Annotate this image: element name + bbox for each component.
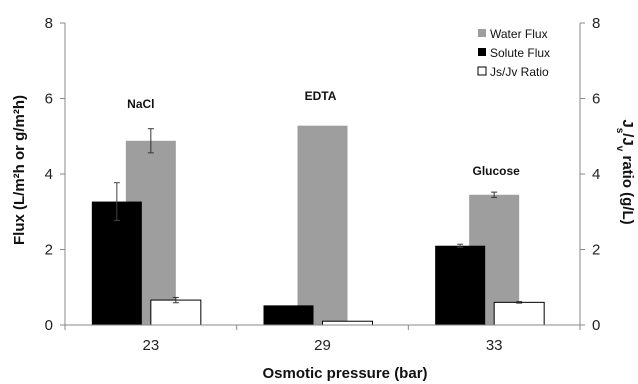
x-axis-title: Osmotic pressure (bar) (262, 365, 427, 382)
y-axis-left-title: Flux (L/m²h or g/m²h) (11, 95, 28, 245)
y-axis-right-title: Js/Jv ratio (g/L) (615, 119, 637, 224)
x-tick-label: 29 (314, 337, 331, 354)
bar-js-jv-ratio (493, 301, 545, 326)
legend-label: Js/Jv Ratio (490, 65, 549, 79)
y-left-tick-label: 0 (45, 317, 53, 334)
annotation-label: NaCl (127, 97, 154, 111)
y-left-tick-label: 2 (45, 242, 53, 259)
bar-js-jv-ratio (322, 320, 373, 326)
y-right-tick-label: 6 (592, 91, 600, 108)
legend-swatch (478, 29, 486, 37)
bar-solute-flux (263, 305, 314, 325)
y-left-tick-label: 4 (45, 166, 53, 183)
annotation-label: EDTA (305, 89, 337, 103)
y-right-tick-label: 0 (592, 317, 600, 334)
y-left-tick-label: 6 (45, 91, 53, 108)
x-tick-label: 33 (486, 337, 503, 354)
y-left-tick-label: 8 (45, 15, 53, 32)
bar-solute-flux (435, 245, 486, 325)
legend: Water Flux Solute Flux Js/Jv Ratio (477, 27, 550, 79)
y-right-tick-label: 8 (592, 15, 600, 32)
legend-label: Water Flux (490, 27, 548, 41)
legend-swatch (478, 48, 486, 56)
y-right-tick-label: 2 (592, 242, 600, 259)
bar-water-flux (297, 125, 348, 326)
annotation-label: Glucose (472, 164, 520, 178)
legend-swatch (477, 66, 487, 76)
x-tick-label: 23 (142, 337, 159, 354)
bar-solute-flux (91, 201, 142, 325)
y-right-tick-label: 4 (592, 166, 600, 183)
legend-label: Solute Flux (490, 46, 550, 60)
bar-js-jv-ratio (150, 299, 202, 326)
